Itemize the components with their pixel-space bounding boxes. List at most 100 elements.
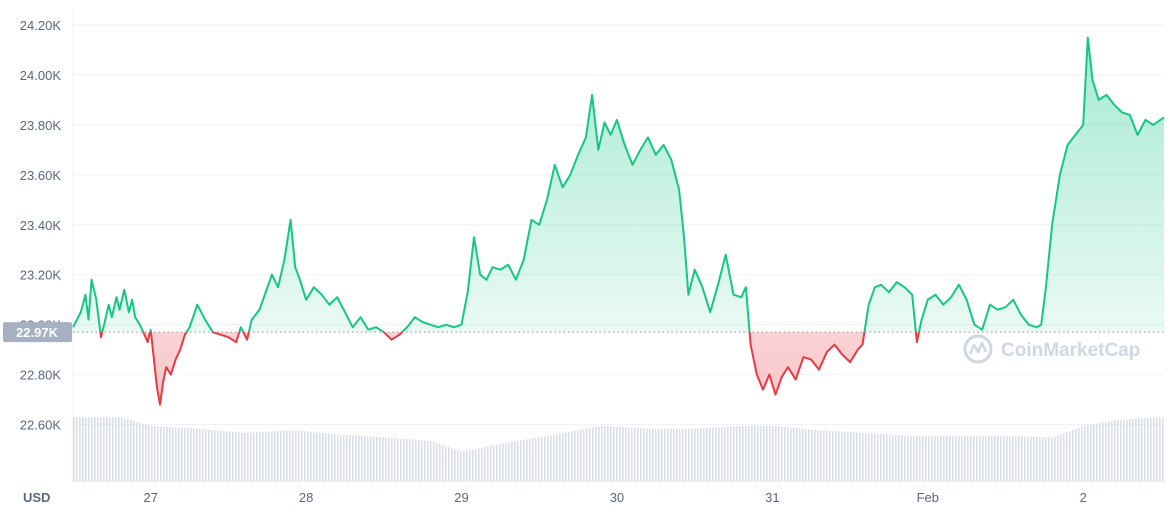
volume-bar <box>856 432 858 482</box>
volume-bar <box>595 427 597 482</box>
volume-bar <box>613 426 615 482</box>
volume-bar <box>703 428 705 482</box>
volume-bar <box>148 425 150 482</box>
volume-bar <box>1000 435 1002 482</box>
volume-bar <box>223 431 225 482</box>
volume-bar <box>745 425 747 482</box>
volume-bar <box>478 448 480 482</box>
volume-bar <box>454 449 456 482</box>
volume-bar <box>637 428 639 482</box>
volume-bar <box>1024 436 1026 482</box>
volume-bar <box>904 435 906 482</box>
volume-bar <box>109 417 111 482</box>
volume-bar <box>583 429 585 482</box>
volume-bar <box>823 430 825 482</box>
volume-bar <box>991 435 993 482</box>
volume-bar <box>214 430 216 482</box>
volume-bar <box>1156 417 1158 482</box>
volume-bar <box>853 432 855 482</box>
volume-bar <box>919 435 921 482</box>
volume-bar <box>1045 437 1047 482</box>
volume-bar <box>190 428 192 482</box>
volume-bar <box>379 437 381 482</box>
volume-bar <box>112 417 114 482</box>
volume-bar <box>1054 436 1056 482</box>
volume-bar <box>541 436 543 482</box>
volume-bar <box>1111 420 1113 482</box>
volume-bar <box>118 417 120 482</box>
volume-bar <box>889 434 891 482</box>
volume-bar <box>1003 435 1005 482</box>
volume-bar <box>175 427 177 482</box>
volume-bar <box>664 428 666 482</box>
volume-bar <box>121 417 123 482</box>
volume-bar <box>388 437 390 482</box>
volume-bar <box>400 438 402 482</box>
volume-bar <box>1102 422 1104 482</box>
volume-bar <box>94 417 96 482</box>
volume-bar <box>778 426 780 482</box>
volume-bar <box>859 432 861 482</box>
volume-bar <box>289 430 291 482</box>
volume-bar <box>1009 436 1011 482</box>
volume-bar <box>700 428 702 482</box>
volume-bar <box>877 433 879 482</box>
volume-bar <box>649 428 651 482</box>
volume-bar <box>430 440 432 482</box>
volume-bar <box>349 435 351 482</box>
volume-bar <box>706 428 708 482</box>
volume-bar <box>1048 437 1050 482</box>
volume-bar <box>520 440 522 482</box>
volume-bar <box>358 435 360 482</box>
volume-bar <box>484 447 486 482</box>
volume-bar <box>979 435 981 482</box>
volume-bar <box>151 425 153 482</box>
volume-bar <box>286 430 288 482</box>
volume-bar <box>1114 420 1116 482</box>
volume-bar <box>433 441 435 482</box>
volume-bar <box>838 431 840 482</box>
volume-bar <box>922 435 924 482</box>
volume-bar <box>475 449 477 482</box>
volume-bar <box>1066 432 1068 482</box>
volume-bar <box>361 435 363 482</box>
volume-bar <box>364 436 366 482</box>
volume-bar <box>232 431 234 482</box>
volume-bar <box>616 426 618 482</box>
volume-bar <box>931 435 933 482</box>
volume-bar <box>457 450 459 482</box>
volume-bar <box>628 427 630 482</box>
volume-bar <box>205 429 207 482</box>
volume-bar <box>562 433 564 482</box>
volume-bar <box>376 436 378 482</box>
volume-bar <box>949 435 951 482</box>
volume-bar <box>964 435 966 482</box>
volume-bar <box>229 431 231 482</box>
volume-bar <box>772 425 774 482</box>
volume-bar <box>172 427 174 482</box>
volume-bar <box>490 446 492 482</box>
volume-bar <box>385 437 387 482</box>
volume-bar <box>274 431 276 482</box>
volume-bar <box>421 440 423 482</box>
volume-bar <box>670 428 672 482</box>
x-tick-label: 2 <box>1080 490 1087 505</box>
price-line[interactable] <box>72 36 1165 406</box>
volume-bar <box>994 435 996 482</box>
volume-bar <box>985 435 987 482</box>
volume-bar <box>316 432 318 482</box>
volume-bar <box>1069 431 1071 482</box>
volume-bar <box>589 428 591 482</box>
volume-bar <box>820 430 822 482</box>
volume-bar <box>796 428 798 482</box>
volume-bar <box>313 432 315 482</box>
volume-bar <box>1078 427 1080 482</box>
volume-bar <box>76 417 78 482</box>
volume-bar <box>514 441 516 482</box>
volume-bar <box>1021 436 1023 482</box>
volume-bar <box>673 428 675 482</box>
volume-bar <box>748 425 750 482</box>
volume-bar <box>943 435 945 482</box>
